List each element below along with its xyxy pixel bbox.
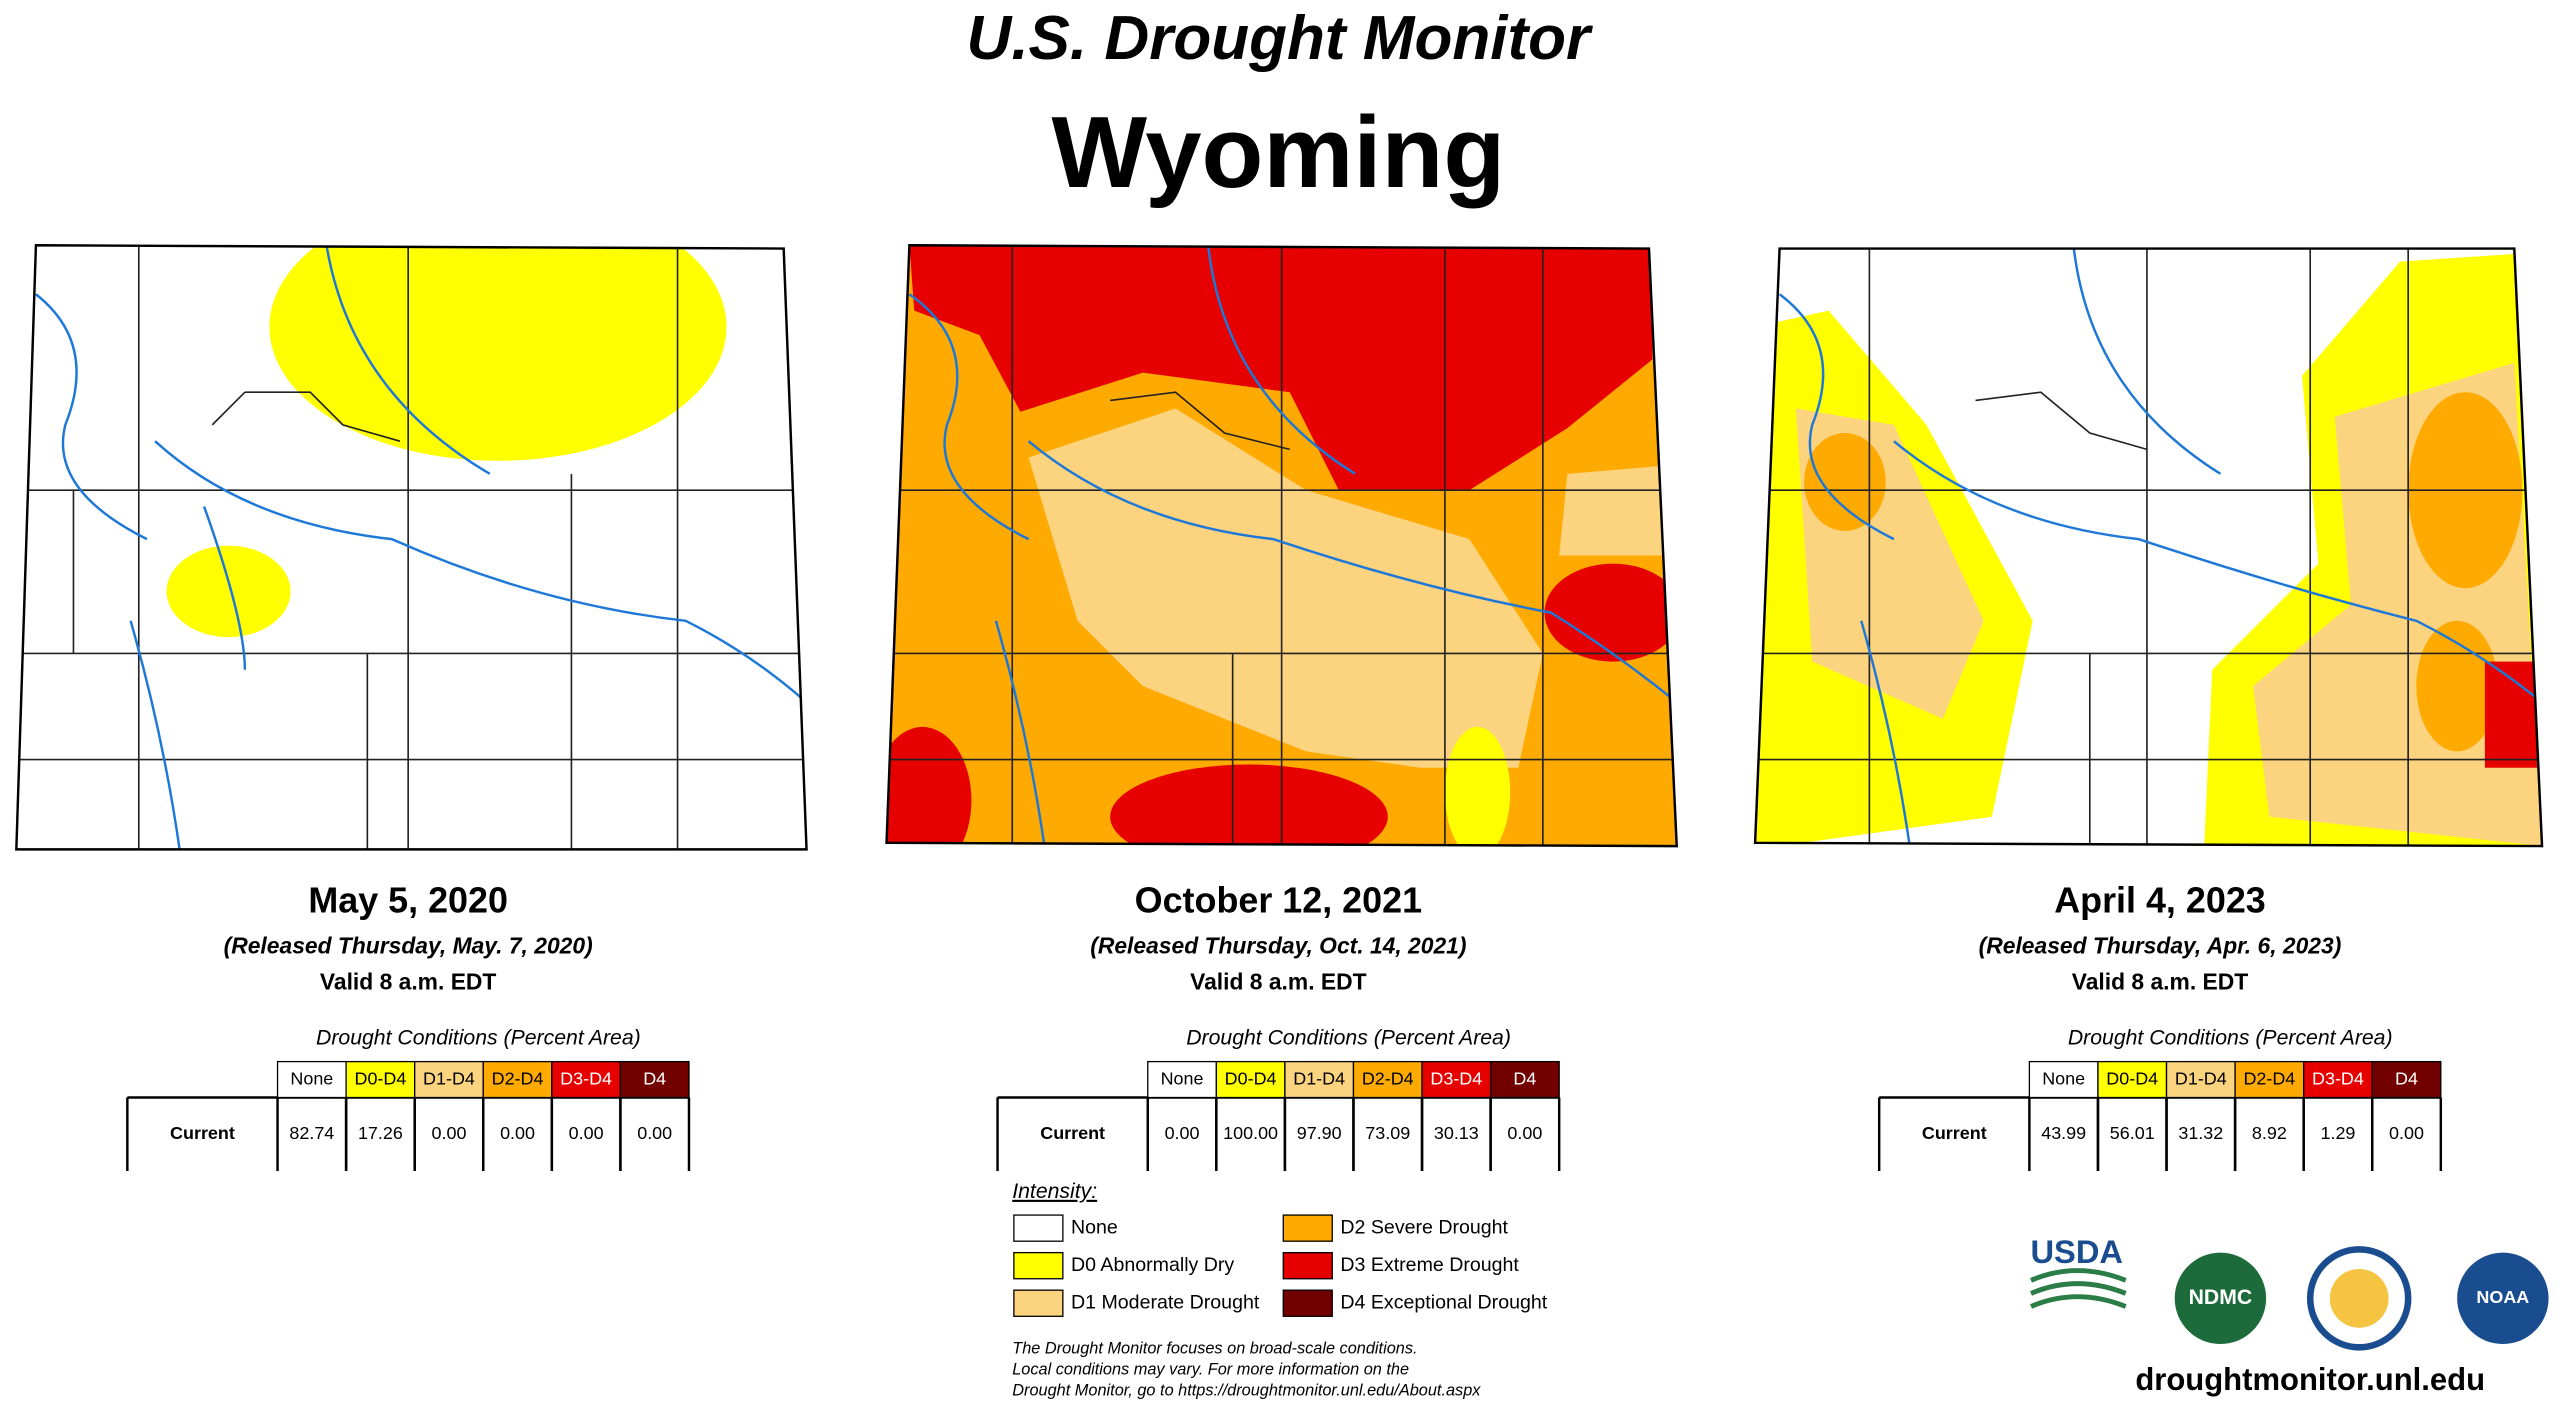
header-label: D0-D4 bbox=[1225, 1068, 1277, 1088]
table-value: 97.90 bbox=[1297, 1123, 1342, 1143]
table-value: 30.13 bbox=[1434, 1123, 1479, 1143]
legend-swatch bbox=[1013, 1251, 1064, 1280]
header-label: D3-D4 bbox=[560, 1068, 612, 1088]
table-value: 1.29 bbox=[2320, 1123, 2355, 1143]
header-label: None bbox=[1161, 1068, 1204, 1088]
legend-title: Intensity: bbox=[1012, 1180, 1097, 1203]
logo-text: USDA bbox=[2030, 1233, 2122, 1270]
map-2020 bbox=[16, 245, 807, 850]
header-label: D4 bbox=[1513, 1068, 1536, 1088]
logo-text: NOAA bbox=[2476, 1287, 2529, 1307]
table-value: 0.00 bbox=[637, 1123, 672, 1143]
valid-note: Valid 8 a.m. EDT bbox=[1190, 968, 1367, 994]
legend-label: D4 Exceptional Drought bbox=[1340, 1291, 1547, 1313]
map-2023 bbox=[1755, 248, 2543, 847]
header-cell bbox=[2097, 1060, 2168, 1099]
header-cell bbox=[1215, 1060, 1286, 1099]
legend-label: D1 Moderate Drought bbox=[1071, 1291, 1260, 1313]
legend-label: None bbox=[1071, 1216, 1118, 1238]
header-cell bbox=[276, 1060, 347, 1099]
header-label: D0-D4 bbox=[2106, 1068, 2158, 1088]
state-outline bbox=[15, 244, 808, 851]
table-value: 0.00 bbox=[569, 1123, 604, 1143]
header-cell bbox=[345, 1060, 416, 1099]
table-value: 100.00 bbox=[1223, 1123, 1278, 1143]
header-label: D2-D4 bbox=[2243, 1068, 2295, 1088]
header-label: D3-D4 bbox=[2312, 1068, 2364, 1088]
header-label: D0-D4 bbox=[354, 1068, 406, 1088]
footnote: Local conditions may vary. For more info… bbox=[1012, 1360, 1409, 1378]
table-value: 31.32 bbox=[2178, 1123, 2223, 1143]
table-value: 0.00 bbox=[2389, 1123, 2424, 1143]
map-2021 bbox=[886, 245, 1677, 847]
footnote: Drought Monitor, go to https://droughtmo… bbox=[1012, 1382, 1481, 1400]
table-value: 0.00 bbox=[1507, 1123, 1542, 1143]
table-title: Drought Conditions (Percent Area) bbox=[2068, 1026, 2393, 1049]
table-value: 17.26 bbox=[358, 1123, 403, 1143]
header-label: D1-D4 bbox=[423, 1068, 475, 1088]
table-value: 82.74 bbox=[289, 1123, 334, 1143]
legend-swatch bbox=[1282, 1289, 1333, 1317]
header-label: D4 bbox=[2395, 1068, 2418, 1088]
legend-swatch bbox=[1013, 1214, 1064, 1242]
panel-date: May 5, 2020 bbox=[308, 880, 508, 921]
state-outline bbox=[885, 244, 1679, 848]
table-value: 43.99 bbox=[2041, 1123, 2086, 1143]
legend-label: D3 Extreme Drought bbox=[1340, 1254, 1519, 1276]
website: droughtmonitor.unl.edu bbox=[2135, 1362, 2485, 1397]
legend-label: D2 Severe Drought bbox=[1340, 1216, 1508, 1238]
table-value: 0.00 bbox=[500, 1123, 535, 1143]
header-label: D2-D4 bbox=[492, 1068, 544, 1088]
legend-label: D0 Abnormally Dry bbox=[1071, 1254, 1234, 1276]
table-value: 0.00 bbox=[432, 1123, 467, 1143]
released-note: (Released Thursday, May. 7, 2020) bbox=[224, 932, 593, 958]
header-cell bbox=[2371, 1060, 2442, 1099]
header-label: D1-D4 bbox=[2175, 1068, 2227, 1088]
state-name: Wyoming bbox=[1052, 96, 1506, 209]
table-title: Drought Conditions (Percent Area) bbox=[1186, 1026, 1511, 1049]
header-cell bbox=[414, 1060, 484, 1099]
header-label: D2-D4 bbox=[1362, 1068, 1414, 1088]
footnote: The Drought Monitor focuses on broad-sca… bbox=[1012, 1339, 1417, 1357]
table-value: 0.00 bbox=[1165, 1123, 1200, 1143]
valid-note: Valid 8 a.m. EDT bbox=[320, 968, 497, 994]
header-label: D4 bbox=[643, 1068, 666, 1088]
panel-date: April 4, 2023 bbox=[2054, 880, 2266, 921]
state-outline bbox=[1753, 247, 2544, 848]
row-label: Current bbox=[1040, 1123, 1105, 1143]
logo-text: NDMC bbox=[2189, 1286, 2253, 1309]
header-label: D1-D4 bbox=[1293, 1068, 1345, 1088]
header-cell bbox=[551, 1060, 622, 1099]
header-cell bbox=[1489, 1060, 1560, 1099]
table-value: 8.92 bbox=[2252, 1123, 2287, 1143]
header-cell bbox=[619, 1060, 690, 1099]
header-label: None bbox=[290, 1068, 333, 1088]
valid-note: Valid 8 a.m. EDT bbox=[2072, 968, 2249, 994]
legend-swatch bbox=[1013, 1289, 1064, 1317]
header-label: D3-D4 bbox=[1430, 1068, 1482, 1088]
row-label: Current bbox=[1922, 1123, 1987, 1143]
logos bbox=[2030, 1246, 2549, 1351]
legend-swatch bbox=[1282, 1251, 1333, 1280]
header-cell bbox=[2165, 1060, 2236, 1099]
title: U.S. Drought Monitor bbox=[967, 4, 1594, 73]
header-cell bbox=[2234, 1060, 2305, 1099]
header-label: None bbox=[2042, 1068, 2085, 1088]
row-label: Current bbox=[170, 1123, 235, 1143]
table-title: Drought Conditions (Percent Area) bbox=[316, 1026, 641, 1049]
released-note: (Released Thursday, Apr. 6, 2023) bbox=[1979, 932, 2342, 958]
legend-swatch bbox=[1282, 1214, 1333, 1242]
released-note: (Released Thursday, Oct. 14, 2021) bbox=[1090, 932, 1466, 958]
header-cell bbox=[2303, 1060, 2373, 1099]
table-value: 73.09 bbox=[1365, 1123, 1410, 1143]
table-value: 56.01 bbox=[2110, 1123, 2155, 1143]
panel-date: October 12, 2021 bbox=[1135, 880, 1422, 921]
